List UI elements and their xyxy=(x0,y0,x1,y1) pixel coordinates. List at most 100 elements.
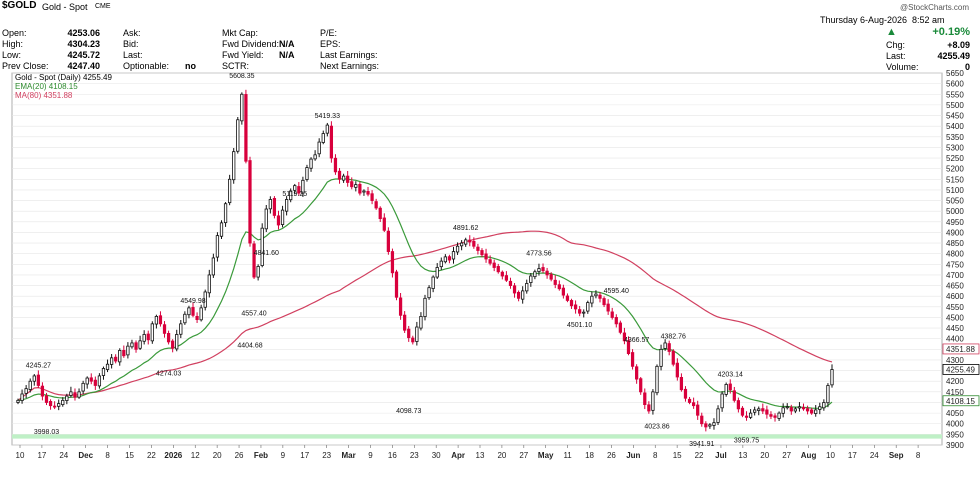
candle-body xyxy=(439,260,443,268)
price-annotation: 4549.98 xyxy=(180,298,205,305)
candle-body xyxy=(162,324,167,334)
x-axis: 10 17 24 Dec 8 15 22 2026 12 20 26 Feb 9 17 23 Mar 9 16 23… xyxy=(16,445,921,460)
x-tick-label: 20 xyxy=(213,451,222,460)
candle-body xyxy=(732,390,736,401)
x-tick-label: 18 xyxy=(585,451,594,460)
candle-body xyxy=(667,343,671,352)
last-earnings-label: Last Earnings: xyxy=(320,50,378,60)
candle-body xyxy=(44,395,49,403)
candle-body xyxy=(447,256,452,261)
chart-title: Gold - Spot (Daily) 4255.49 xyxy=(15,73,112,82)
x-tick-label: Dec xyxy=(78,451,93,460)
x-tick-label: Jul xyxy=(715,451,727,460)
x-tick-label: 20 xyxy=(760,451,769,460)
quote-time: 8:52 am xyxy=(912,15,945,25)
candle-body xyxy=(675,362,679,378)
price-annotation: 5119.25 xyxy=(282,191,307,198)
candle-body xyxy=(415,326,419,342)
candle-body xyxy=(569,300,574,307)
candle-body xyxy=(728,383,732,391)
candle-body xyxy=(97,375,102,387)
candle-body xyxy=(69,391,73,396)
candle-body xyxy=(765,409,769,415)
prev-close-label: Prev Close: xyxy=(2,61,49,71)
candle-body xyxy=(183,313,187,324)
price-tag-label: 4108.15 xyxy=(946,397,975,406)
candle-body xyxy=(594,293,598,297)
candle-body xyxy=(109,357,114,365)
candle-body xyxy=(325,124,329,134)
candle-body xyxy=(309,158,313,169)
candle-body xyxy=(508,280,513,286)
up-arrow-icon: ▲ xyxy=(886,26,897,38)
candle-body xyxy=(545,270,549,276)
x-tick-label: 11 xyxy=(563,451,572,460)
candle-body xyxy=(150,323,154,342)
candle-body xyxy=(89,377,93,382)
candle-body xyxy=(793,408,797,412)
ma-line-layer xyxy=(17,230,833,401)
y-tick-label: 4150 xyxy=(946,388,964,397)
x-tick-label: 8 xyxy=(916,451,921,460)
candle-body xyxy=(525,283,529,292)
x-tick-label: 9 xyxy=(281,451,286,460)
x-tick-label: Sep xyxy=(889,451,904,460)
candle-body xyxy=(158,315,163,325)
candle-body xyxy=(537,268,541,272)
candle-body xyxy=(199,307,203,321)
x-tick-label: 8 xyxy=(653,451,658,460)
y-tick-label: 5550 xyxy=(946,90,964,99)
candle-body xyxy=(590,295,594,304)
candle-body xyxy=(573,304,578,310)
candle-body xyxy=(146,333,150,341)
candle-body xyxy=(541,267,545,272)
y-tick-label: 4950 xyxy=(946,218,964,227)
quote-date: Thursday 6-Aug-2026 xyxy=(820,15,908,25)
candle-body xyxy=(280,209,285,225)
x-tick-label: 13 xyxy=(476,451,485,460)
legend-ma: MA(80) 4351.88 xyxy=(15,91,73,100)
candle-body xyxy=(773,415,777,418)
open-label: Open: xyxy=(2,28,27,38)
candle-body xyxy=(484,253,488,260)
x-tick-label: Mar xyxy=(341,451,355,460)
candle-body xyxy=(289,190,293,201)
candle-body xyxy=(411,337,415,343)
candle-body xyxy=(65,395,69,401)
price-annotation: 3998.03 xyxy=(34,429,59,436)
price-tag-box xyxy=(942,395,980,407)
candle-body xyxy=(293,185,297,191)
price-annotation: 4203.14 xyxy=(718,372,743,379)
candle-body xyxy=(618,322,622,333)
pe-label: P/E: xyxy=(320,28,338,38)
x-tick-label: Apr xyxy=(451,451,465,460)
x-tick-label: 30 xyxy=(432,451,441,460)
candle-body xyxy=(248,160,252,244)
price-annotation: 3941.91 xyxy=(689,441,714,448)
candle-body xyxy=(614,317,618,325)
price-annotation: 4245.27 xyxy=(26,363,51,370)
support-band-rect xyxy=(12,434,942,439)
candle-body xyxy=(720,393,724,409)
y-tick-label: 4850 xyxy=(946,239,964,248)
candle-body xyxy=(228,178,232,204)
price-annotation: 4841.60 xyxy=(254,250,279,257)
candle-body xyxy=(305,167,309,180)
instrument-name: Gold - Spot xyxy=(42,2,88,12)
candle-body xyxy=(679,377,684,391)
candle-body xyxy=(659,348,663,367)
y-tick-label: 5250 xyxy=(946,154,964,163)
candle-body xyxy=(48,401,53,407)
x-tick-label: 22 xyxy=(695,451,704,460)
candle-body xyxy=(521,290,525,300)
candle-body xyxy=(757,408,761,411)
price-annotation: 4098.73 xyxy=(396,408,421,415)
x-tick-label: 16 xyxy=(388,451,397,460)
candle-body xyxy=(394,271,399,298)
watermark: @StockCharts.com xyxy=(900,3,970,12)
plot-area xyxy=(11,72,943,446)
candle-body xyxy=(301,179,305,194)
last-value: 4255.49 xyxy=(937,51,970,61)
candle-body xyxy=(346,175,350,183)
